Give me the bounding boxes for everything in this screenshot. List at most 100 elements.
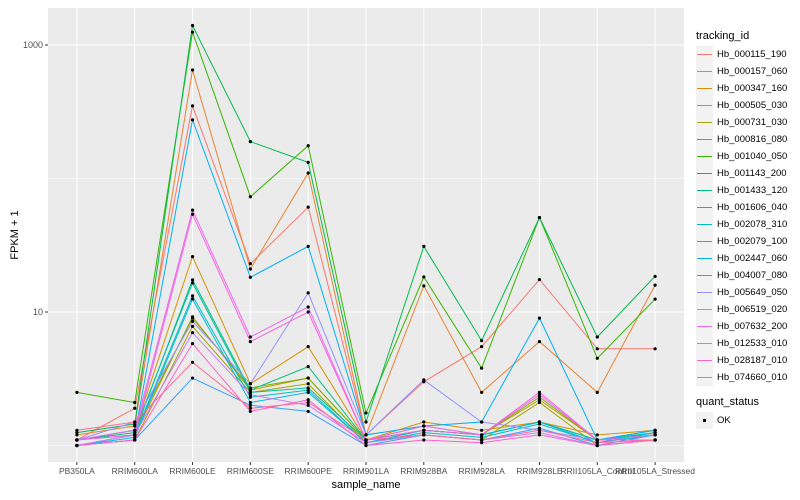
data-point [306,382,310,386]
data-point [364,411,368,415]
legend-key-line [697,309,712,311]
data-point [306,364,310,369]
legend-item: Hb_001433_120 [696,182,800,199]
data-point [653,433,657,437]
data-point [133,406,137,410]
data-point [190,294,195,298]
data-point [537,277,542,282]
line-swatch-icon [696,267,713,284]
data-point [537,433,542,437]
data-point [306,403,310,407]
data-point [480,433,484,437]
data-point [75,428,79,432]
x-tick-label: RRII105LA_Control [560,466,634,476]
data-point [537,390,542,394]
data-point [653,283,657,287]
data-point [248,393,252,397]
data-point [190,360,195,364]
line-swatch-icon [696,233,713,250]
legend-item-label: Hb_004007_080 [717,270,788,281]
legend-key-line [697,258,712,260]
data-point [422,428,426,432]
data-point [595,356,599,360]
legend-key-line [697,88,712,90]
data-point [595,335,599,339]
data-point [480,438,484,442]
legend-key-line [697,105,712,107]
legend-item-label: Hb_001040_050 [717,151,788,162]
data-point [75,438,79,442]
x-tick-label: RRIM600SE [227,466,275,476]
data-point [190,68,195,72]
data-point [133,400,137,405]
x-tick-label: RRIM600PE [285,466,333,476]
data-point [306,388,310,392]
data-point [190,23,195,28]
data-point [306,171,310,175]
data-point [653,347,657,351]
data-point [422,378,426,382]
data-point [364,441,368,445]
data-point [480,435,484,439]
line-swatch-icon [696,182,713,199]
data-point [190,255,195,259]
legend-item: Hb_012533_010 [696,335,800,352]
data-point [248,335,252,339]
data-point [190,118,195,122]
data-point [75,443,79,448]
line-swatch-icon [696,318,713,335]
legend-item-label: Hb_002078_310 [717,219,788,230]
data-point [595,390,599,394]
data-point [190,212,195,216]
legend-item: Hb_001143_200 [696,165,800,182]
legend-item-label: Hb_000347_160 [717,83,788,94]
legend-key-line [697,292,712,294]
line-swatch-icon [696,335,713,352]
legend-item: Hb_001040_050 [696,148,800,165]
data-point [306,305,310,309]
data-point [595,347,599,351]
legend: tracking_id Hb_000115_190 Hb_000157_060 Hb… [696,30,800,429]
line-swatch-icon [696,148,713,165]
data-point [364,438,368,442]
x-tick-label: RRIM928LE [516,466,563,476]
data-point [248,340,252,344]
line-swatch-icon [696,216,713,233]
legend-item-label: Hb_002079_100 [717,236,788,247]
data-point [190,316,195,320]
data-point [422,284,426,288]
data-point [480,366,484,370]
legend-item: Hb_000505_030 [696,97,800,114]
legend-item-label: Hb_000816_080 [717,134,788,145]
line-swatch-icon [696,46,713,63]
data-point [248,409,252,414]
line-swatch-icon [696,97,713,114]
legend-title-tracking-id: tracking_id [696,30,750,42]
data-point [653,274,657,278]
legend-key-line [697,224,712,226]
data-point [595,438,599,442]
legend-key-line [697,54,712,56]
legend-item-label: Hb_000115_190 [717,49,787,60]
legend-item: Hb_005649_050 [696,284,800,301]
legend-item-label: Hb_000157_060 [717,66,788,77]
x-tick-label: RRII105LA_Stressed [615,466,695,476]
data-point [306,310,310,314]
x-tick-label: RRIM928LA [458,466,505,476]
legend-item-label: OK [717,415,731,426]
data-point [190,324,195,329]
x-tick-label: RRIM600LE [169,466,216,476]
data-point [248,262,252,266]
legend-key-line [697,71,712,73]
data-point [537,393,542,397]
legend-item: Hb_007632_200 [696,318,800,335]
y-axis-title: FPKM + 1 [9,210,21,260]
data-point [248,275,252,279]
data-point [537,215,542,220]
line-swatch-icon [696,284,713,301]
data-point [306,144,310,148]
data-point [190,104,195,108]
legend-item: Hb_000731_030 [696,114,800,131]
data-point [422,244,426,249]
data-point [306,291,310,295]
